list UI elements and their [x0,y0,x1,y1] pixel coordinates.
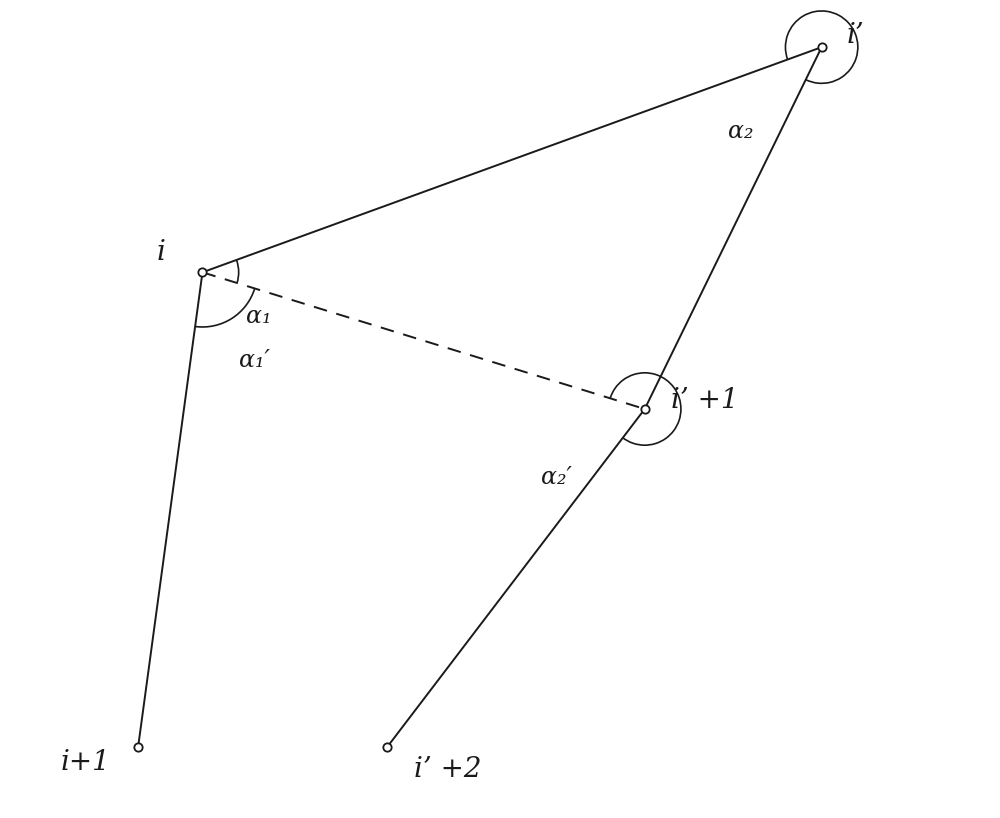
Text: α₁′: α₁′ [239,349,270,372]
Text: i: i [156,239,165,266]
Text: i’ +2: i’ +2 [414,756,481,783]
Text: α₁: α₁ [246,305,272,328]
Text: α₂: α₂ [728,120,754,143]
Text: i’: i’ [847,21,864,48]
Text: α₂′: α₂′ [541,465,572,489]
Text: i+1: i+1 [61,749,111,776]
Text: i’ +1: i’ +1 [671,388,739,415]
